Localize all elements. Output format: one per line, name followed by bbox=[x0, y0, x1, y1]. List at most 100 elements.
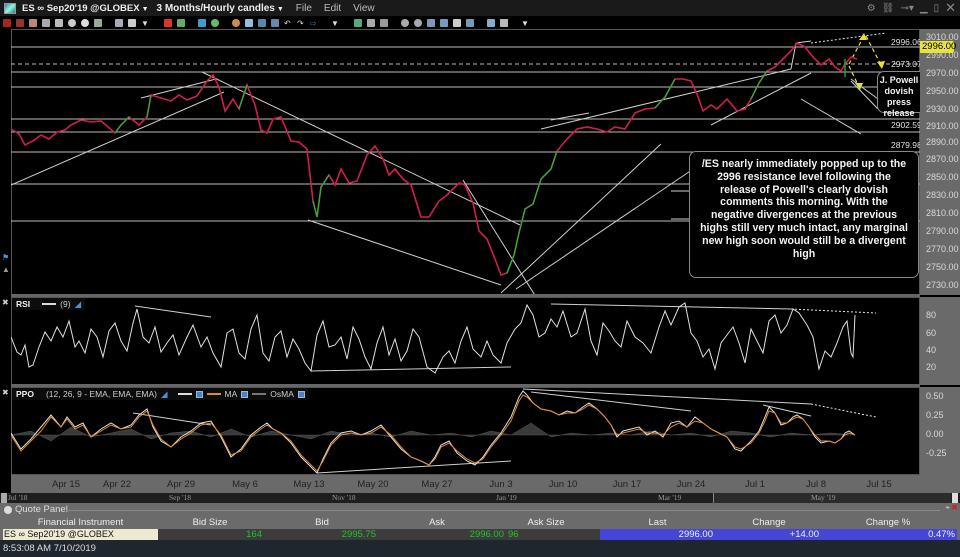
info-icon[interactable] bbox=[258, 18, 266, 27]
bars-icon[interactable] bbox=[177, 18, 185, 27]
detach-icon[interactable]: ⌖ bbox=[945, 503, 950, 512]
image-icon[interactable] bbox=[94, 18, 102, 27]
fit-icon[interactable] bbox=[466, 18, 474, 27]
refresh-icon[interactable] bbox=[487, 18, 495, 27]
rsi-label: RSI bbox=[16, 299, 31, 309]
chart-toolbar: ▼ ↶ ↷ ⇨ ▼ ▼ bbox=[0, 16, 960, 29]
zoom-in-icon[interactable] bbox=[401, 18, 409, 27]
level-label-2973: 2973.07 bbox=[891, 59, 920, 69]
cell-change-pct: 0.47% bbox=[928, 529, 955, 540]
col-header-bid-size[interactable]: Bid Size bbox=[192, 517, 228, 528]
col-header-ask-size[interactable]: Ask Size bbox=[527, 517, 565, 528]
crosshair-icon[interactable] bbox=[16, 18, 24, 27]
layout-icon[interactable] bbox=[115, 18, 123, 27]
time-navigator[interactable]: Jul '18 Sep '18 Nov '18 Jan '19 Mar '19 … bbox=[0, 493, 960, 503]
col-header-instrument[interactable]: Financial Instrument bbox=[37, 517, 124, 528]
wrench-icon[interactable] bbox=[500, 18, 508, 27]
dropdown-icon[interactable]: ▼ bbox=[331, 18, 339, 28]
globe-icon[interactable] bbox=[211, 18, 219, 27]
zoom-out-icon[interactable] bbox=[414, 18, 422, 27]
price-axis[interactable]: 3010.00 2990.00 2970.00 2950.00 2930.00 … bbox=[920, 29, 960, 295]
date-label: Jun 3 bbox=[489, 479, 513, 490]
time-axis[interactable]: Apr 15 Apr 22 Apr 29 May 6 May 13 May 20… bbox=[11, 475, 960, 493]
price-tick: 2890.00 bbox=[926, 137, 959, 147]
pointer-icon[interactable] bbox=[29, 18, 37, 27]
cell-change: +14.00 bbox=[789, 529, 819, 540]
minimize-button[interactable]: ▁ bbox=[919, 2, 928, 14]
menu-file[interactable]: File bbox=[295, 2, 312, 14]
col-header-bid[interactable]: Bid bbox=[315, 517, 329, 528]
expand-icon[interactable] bbox=[453, 18, 461, 27]
ppo-axis[interactable]: 0.50 0.25 0.00 -0.25 bbox=[920, 387, 960, 475]
menu-edit[interactable]: Edit bbox=[323, 2, 342, 14]
settings-icon[interactable]: ⚙ bbox=[866, 2, 876, 14]
dropdown-icon[interactable]: ▼ bbox=[521, 18, 529, 28]
triangle-icon[interactable]: ▲ bbox=[2, 265, 10, 274]
col-header-change[interactable]: Change bbox=[752, 517, 786, 528]
close-rsi-icon[interactable]: ✖ bbox=[2, 298, 9, 307]
price-tick: 2830.00 bbox=[926, 190, 959, 200]
nav-label: Nov '18 bbox=[332, 493, 356, 502]
scroll-left-icon[interactable] bbox=[427, 18, 435, 27]
ma-checkbox[interactable] bbox=[241, 390, 249, 398]
cell-bid: 2995.75 bbox=[341, 529, 376, 540]
col-header-ask[interactable]: Ask bbox=[429, 517, 445, 528]
period-selector[interactable]: 3 Months/Hourly candles ▼ bbox=[157, 3, 284, 14]
collapse-icon[interactable] bbox=[4, 505, 12, 514]
price-tick: 2750.00 bbox=[926, 262, 959, 272]
rsi-tick: 40 bbox=[926, 345, 937, 355]
price-tick: 2970.00 bbox=[926, 68, 959, 78]
cell-instrument[interactable]: ES ∞ Sep20'19 @GLOBEX bbox=[3, 529, 158, 540]
pane-separator[interactable] bbox=[11, 294, 920, 297]
price-tick: 2790.00 bbox=[926, 226, 959, 236]
trendline-icon[interactable] bbox=[354, 18, 362, 27]
scroll-right-icon[interactable] bbox=[440, 18, 448, 27]
edit-indicator-icon[interactable]: ◢ bbox=[74, 298, 82, 309]
rsi-axis[interactable]: 80 60 40 20 bbox=[920, 297, 960, 385]
col-header-last[interactable]: Last bbox=[648, 517, 667, 528]
draw-line-icon[interactable] bbox=[164, 18, 172, 27]
menu-view[interactable]: View bbox=[353, 2, 375, 14]
cursor-icon[interactable] bbox=[245, 18, 253, 27]
title-bar: ES ∞ Sep20'19 @GLOBEX ▼ 3 Months/Hourly c… bbox=[0, 0, 960, 16]
close-ppo-icon[interactable]: ✖ bbox=[2, 388, 9, 397]
close-panel-icon[interactable]: ✖ bbox=[951, 503, 958, 512]
date-label: Apr 15 bbox=[52, 479, 80, 490]
print-icon[interactable] bbox=[55, 18, 63, 27]
app-chart-icon bbox=[4, 2, 16, 14]
edit-indicator-icon[interactable]: ◢ bbox=[160, 388, 168, 399]
symbol-selector[interactable]: ES ∞ Sep20'19 @GLOBEX ▼ bbox=[22, 3, 149, 14]
ppo-line-checkbox[interactable] bbox=[195, 390, 203, 398]
grid-icon[interactable] bbox=[128, 18, 136, 27]
target-icon[interactable] bbox=[232, 18, 240, 27]
scroll-right-button[interactable] bbox=[952, 493, 958, 503]
rsi-tick: 80 bbox=[926, 310, 937, 320]
properties-icon[interactable] bbox=[271, 18, 279, 27]
quote-row[interactable] bbox=[3, 529, 957, 540]
quote-panel-header[interactable]: Quote Panel bbox=[4, 504, 68, 515]
redo-icon[interactable]: ↷ bbox=[297, 18, 304, 28]
mountain-icon[interactable] bbox=[198, 18, 206, 27]
osma-checkbox[interactable] bbox=[297, 390, 305, 398]
maximize-button[interactable]: ▯ bbox=[933, 2, 940, 14]
flag-icon[interactable]: ⚑ bbox=[2, 253, 10, 262]
channel-icon[interactable] bbox=[380, 18, 388, 27]
pane-separator[interactable] bbox=[11, 384, 920, 387]
date-label: Apr 22 bbox=[103, 479, 131, 490]
ray-icon[interactable] bbox=[367, 18, 375, 27]
navigator-thumb[interactable] bbox=[713, 493, 951, 503]
table-icon[interactable] bbox=[42, 18, 50, 27]
pin-icon[interactable]: ⊸▾ bbox=[900, 2, 914, 14]
zoom-chart-icon[interactable] bbox=[68, 18, 76, 27]
arrow-icon[interactable]: ⇨ bbox=[310, 18, 317, 28]
powell-callout-text: J. Powell dovish press release bbox=[879, 75, 919, 118]
undo-icon[interactable]: ↶ bbox=[284, 18, 291, 28]
close-button[interactable]: ✕ bbox=[945, 0, 956, 15]
link-icon[interactable]: ⛓ bbox=[881, 2, 895, 14]
ppo-tick: 0.00 bbox=[926, 429, 944, 439]
dropdown-icon[interactable]: ▼ bbox=[141, 18, 149, 28]
close-chart-icon[interactable] bbox=[3, 18, 11, 27]
circle-icon[interactable] bbox=[81, 18, 89, 27]
col-header-change-pct[interactable]: Change % bbox=[865, 517, 911, 528]
scroll-left-button[interactable] bbox=[1, 493, 7, 503]
